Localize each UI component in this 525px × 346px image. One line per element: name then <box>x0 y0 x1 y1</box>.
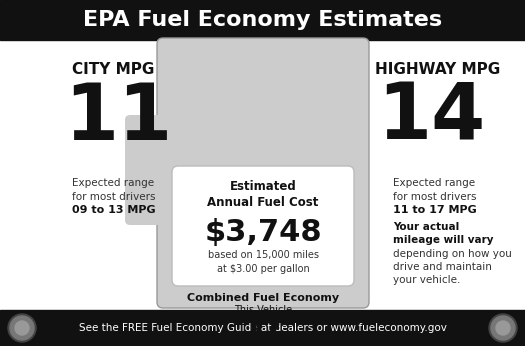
Bar <box>0 0 525 40</box>
Text: Your actual
mileage will vary: Your actual mileage will vary <box>393 222 494 245</box>
FancyBboxPatch shape <box>157 38 369 308</box>
Text: Estimated
Annual Fuel Cost: Estimated Annual Fuel Cost <box>207 180 319 209</box>
Circle shape <box>15 321 29 335</box>
Text: 11 to 17 MPG: 11 to 17 MPG <box>393 205 477 215</box>
Text: $3,748: $3,748 <box>204 218 322 246</box>
Circle shape <box>8 314 36 342</box>
Text: based on 15,000 miles
at $3.00 per gallon: based on 15,000 miles at $3.00 per gallo… <box>207 251 319 274</box>
Circle shape <box>491 316 515 340</box>
Bar <box>0 40 525 310</box>
Bar <box>130 175 173 191</box>
Text: HIGHWAY MPG: HIGHWAY MPG <box>375 62 500 77</box>
Text: Expected range
for most drivers: Expected range for most drivers <box>72 178 155 202</box>
Circle shape <box>496 321 510 335</box>
Text: 12: 12 <box>244 317 282 345</box>
Text: CITY MPG: CITY MPG <box>72 62 154 77</box>
Circle shape <box>10 316 34 340</box>
Text: EPA Fuel Economy Estimates: EPA Fuel Economy Estimates <box>83 10 442 30</box>
Text: 09 to 13 MPG: 09 to 13 MPG <box>72 205 155 215</box>
Text: 14: 14 <box>377 80 485 156</box>
Text: Combined Fuel Economy: Combined Fuel Economy <box>187 293 339 303</box>
FancyBboxPatch shape <box>172 166 354 286</box>
FancyBboxPatch shape <box>125 115 173 225</box>
Circle shape <box>489 314 517 342</box>
Text: depending on how you
drive and maintain
your vehicle.: depending on how you drive and maintain … <box>393 249 512 285</box>
Text: This Vehicle: This Vehicle <box>234 305 292 315</box>
Text: See the FREE Fuel Economy Guide at dealers or www.fueleconomy.gov: See the FREE Fuel Economy Guide at deale… <box>79 323 446 333</box>
Bar <box>0 310 525 346</box>
Text: 11: 11 <box>64 80 172 156</box>
Text: Expected range
for most drivers: Expected range for most drivers <box>393 178 477 202</box>
